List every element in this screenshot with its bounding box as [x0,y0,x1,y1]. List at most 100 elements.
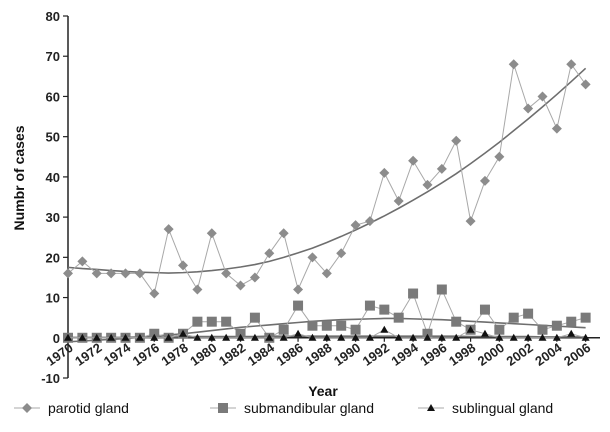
x-tick-label: 1978 [158,340,190,369]
submandibular-gland-point [422,328,433,339]
sublingual-gland-point [164,333,173,341]
parotid-gland-point [192,284,203,295]
trend-lines [67,67,587,343]
submandibular-gland-point [580,312,591,323]
parotid-gland-line [67,63,587,295]
sublingual-gland-point [92,333,101,341]
submandibular-gland-point [235,328,246,339]
submandibular-gland-point [149,328,160,339]
sublingual-gland-point [308,333,317,341]
x-tick-label: 1972 [72,340,104,369]
x-axis-title: Year [308,383,338,399]
sublingual-gland-point [567,329,576,337]
sublingual-gland-point [538,333,547,341]
parotid-gland-point [422,179,433,190]
sublingual-gland-point [480,329,489,337]
submandibular-gland-point [551,320,562,331]
sublingual-gland-point [337,333,346,341]
legend-sublingual-gland-label: sublingual gland [452,400,553,416]
sublingual-gland-point [552,333,561,341]
legend: parotid gland submandibular gland sublingu… [14,400,553,416]
sublingual-gland-point [279,333,288,341]
parotid-gland-point [106,268,117,279]
submandibular-gland-point [350,324,361,335]
parotid-gland-trend-line [67,67,587,274]
sublingual-gland-point [581,333,590,341]
x-tick-label: 1986 [273,340,305,369]
submandibular-gland-point [479,304,490,315]
submandibular-gland-point [523,308,534,319]
legend-parotid-gland-marker [22,403,32,413]
data-series [63,59,591,343]
legend-parotid-gland-label: parotid gland [48,400,129,416]
submandibular-gland-point [278,324,289,335]
y-tick-label: 40 [46,170,60,185]
submandibular-gland-point [321,320,332,331]
submandibular-gland-point [408,288,419,299]
parotid-gland-point [63,268,73,279]
parotid-gland-point [364,216,375,227]
sublingual-gland-point [135,333,144,341]
y-tick-label: 80 [46,9,60,24]
legend-sublingual-gland-marker [427,404,435,411]
sublingual-gland-point [322,333,331,341]
parotid-gland-point [321,268,332,279]
submandibular-gland-point [206,316,217,327]
sublingual-gland-point [207,333,216,341]
sublingual-gland-point [394,333,403,341]
x-tick-label: 1998 [446,340,478,369]
y-ticks: -10 0 10 20 30 40 50 60 70 80 [41,9,68,386]
submandibular-gland-point [508,312,519,323]
sublingual-gland-point [121,333,130,341]
x-tick-label: 1980 [187,340,219,369]
x-tick-label: 1970 [43,340,75,369]
x-tick-label: 2000 [475,340,507,369]
sublingual-gland-point [222,333,231,341]
submandibular-gland-point [364,300,375,311]
parotid-gland-point [77,256,88,267]
parotid-gland-point [278,228,289,239]
sublingual-gland-point [179,329,188,337]
sublingual-gland-point [380,325,389,333]
parotid-gland-point [91,268,102,279]
submandibular-gland-point [307,320,318,331]
parotid-gland-point [293,284,304,295]
legend-submandibular-gland-marker [218,403,228,413]
x-tick-label: 1990 [331,340,363,369]
y-tick-label: 70 [46,49,60,64]
parotid-gland-point [494,151,505,162]
parotid-gland-point [307,252,318,263]
parotid-gland-point [508,59,519,70]
x-tick-label: 1992 [360,340,392,369]
y-tick-label: 10 [46,291,60,306]
sublingual-gland-point [365,333,374,341]
sublingual-gland-point [524,333,533,341]
submandibular-gland-point [494,324,505,335]
sublingual-gland-point [193,333,202,341]
submandibular-gland-point [336,320,347,331]
sublingual-gland-point [236,333,245,341]
submandibular-gland-point [566,316,577,327]
y-tick-label: 20 [46,250,60,265]
y-tick-label: -10 [41,371,60,386]
sublingual-gland-point [64,333,72,341]
sublingual-gland-point [509,333,518,341]
parotid-gland-point [393,196,404,207]
submandibular-gland-point [192,316,203,327]
sublingual-gland-point [351,333,360,341]
sublingual-gland-point [409,333,418,341]
sublingual-gland-point [250,333,259,341]
sublingual-gland-point [437,333,446,341]
parotid-gland-point [580,79,591,90]
submandibular-gland-point [379,304,390,315]
legend-submandibular-gland-label: submandibular gland [244,400,374,416]
parotid-gland-point [178,260,189,271]
sublingual-gland-point [452,333,461,341]
x-tick-label: 1994 [389,340,422,369]
parotid-gland-point [336,248,347,259]
submandibular-gland-point [393,312,404,323]
parotid-gland-point [120,268,131,279]
parotid-gland-point [249,272,260,283]
parotid-gland-point [451,135,462,146]
parotid-gland-point [163,224,174,235]
